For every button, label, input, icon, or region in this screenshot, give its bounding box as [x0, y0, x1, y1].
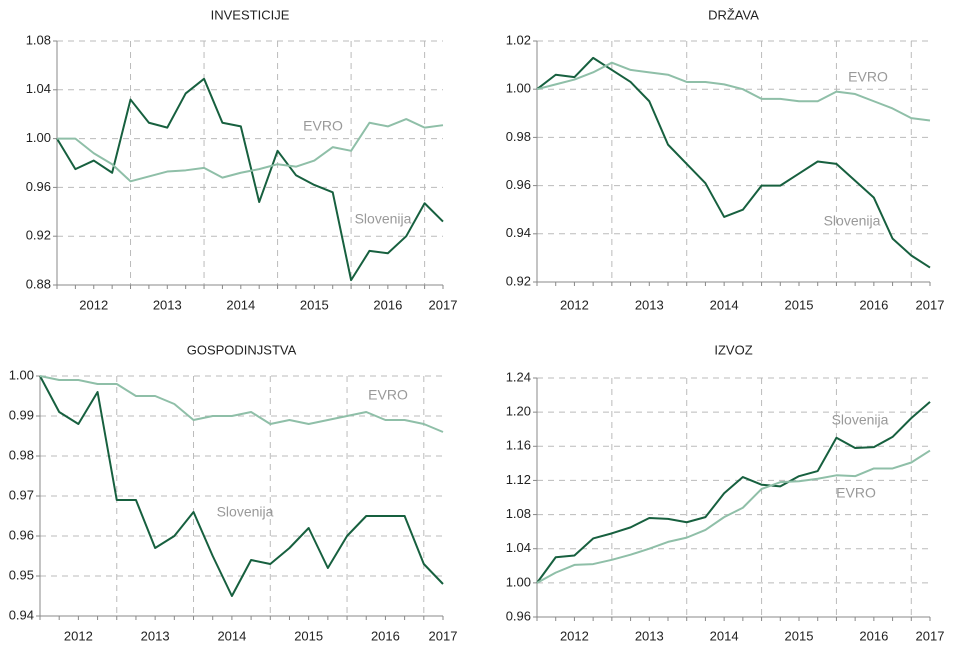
- x-tick-label: 2012: [560, 297, 589, 312]
- y-tick-label: 1.00: [9, 367, 34, 382]
- y-tick-label: 0.97: [9, 487, 34, 502]
- y-tick-label: 1.20: [506, 404, 531, 419]
- x-tick-label: 2016: [371, 628, 400, 643]
- y-tick-label: 0.95: [9, 567, 34, 582]
- x-tick-label: 2016: [859, 628, 888, 643]
- y-tick-label: 0.88: [26, 276, 51, 291]
- y-tick-label: 1.12: [506, 472, 531, 487]
- x-tick-label: 2014: [710, 297, 739, 312]
- series-line: [56, 77, 444, 282]
- series-label: EVRO: [368, 387, 408, 403]
- series-label: Slovenija: [832, 412, 889, 428]
- series-label: Slovenija: [217, 504, 274, 520]
- series-label: Slovenija: [355, 211, 412, 227]
- series-label: EVRO: [836, 485, 876, 501]
- x-tick-label: 2012: [79, 297, 108, 312]
- x-tick-label: 2016: [373, 297, 402, 312]
- y-tick-label: 1.24: [506, 369, 531, 384]
- x-tick-label: 2014: [217, 628, 246, 643]
- x-tick-label: 2015: [785, 297, 814, 312]
- chart-title: GOSPODINJSTVA: [187, 342, 297, 357]
- y-tick-label: 1.08: [506, 506, 531, 521]
- x-tick-label: 2014: [710, 628, 739, 643]
- series-line: [57, 118, 444, 183]
- x-tick-label: 2015: [300, 297, 329, 312]
- x-tick-label: 2012: [64, 628, 93, 643]
- y-tick-label: 0.94: [506, 225, 531, 240]
- y-tick-label: 0.99: [9, 407, 34, 422]
- y-tick-label: 1.04: [26, 81, 51, 96]
- x-tick-label: 2017: [916, 297, 945, 312]
- series-line: [536, 449, 931, 584]
- x-tick-label: 2013: [635, 628, 664, 643]
- x-tick-label: 2013: [635, 297, 664, 312]
- y-tick-label: 0.94: [9, 607, 34, 622]
- x-tick-label: 2015: [785, 628, 814, 643]
- x-tick-label: 2017: [429, 628, 458, 643]
- x-tick-label: 2016: [859, 297, 888, 312]
- x-tick-label: 2014: [226, 297, 255, 312]
- y-tick-label: 1.00: [506, 574, 531, 589]
- series-label: EVRO: [848, 69, 888, 85]
- y-tick-label: 0.96: [506, 608, 531, 623]
- chart-title: INVESTICIJE: [211, 7, 290, 22]
- x-tick-label: 2017: [429, 297, 458, 312]
- x-tick-label: 2012: [560, 628, 589, 643]
- chart-title: DRŽAVA: [708, 7, 759, 22]
- x-tick-label: 2013: [141, 628, 170, 643]
- y-tick-label: 1.00: [506, 81, 531, 96]
- x-tick-label: 2013: [153, 297, 182, 312]
- series-line: [536, 61, 931, 122]
- series-line: [536, 56, 931, 269]
- y-tick-label: 1.00: [26, 130, 51, 145]
- y-tick-label: 1.04: [506, 540, 531, 555]
- y-tick-label: 0.96: [506, 177, 531, 192]
- y-tick-label: 1.08: [26, 32, 51, 47]
- series-line: [39, 375, 444, 597]
- x-tick-label: 2015: [294, 628, 323, 643]
- y-tick-label: 0.98: [506, 129, 531, 144]
- series-line: [39, 375, 444, 433]
- series-label: Slovenija: [824, 213, 881, 229]
- y-tick-label: 1.16: [506, 438, 531, 453]
- series-line: [536, 401, 931, 584]
- y-tick-label: 0.92: [506, 273, 531, 288]
- y-tick-label: 0.96: [26, 179, 51, 194]
- x-tick-label: 2017: [916, 628, 945, 643]
- y-tick-label: 0.98: [9, 447, 34, 462]
- y-tick-label: 0.96: [9, 527, 34, 542]
- chart-title: IZVOZ: [714, 342, 752, 357]
- y-tick-label: 1.02: [506, 32, 531, 47]
- series-label: EVRO: [303, 118, 343, 134]
- y-tick-label: 0.92: [26, 228, 51, 243]
